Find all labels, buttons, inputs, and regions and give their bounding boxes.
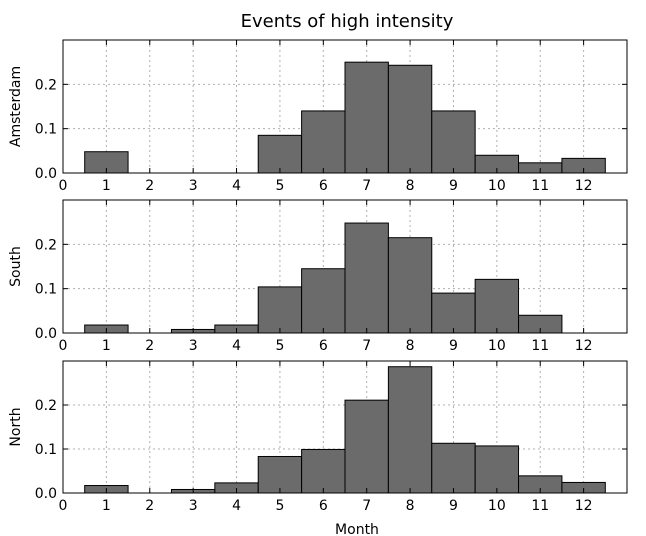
y-tick-label: 0.2 (35, 237, 57, 253)
bar-month-9 (431, 442, 476, 494)
bar-month-7 (344, 222, 389, 334)
bar-month-9 (431, 110, 476, 174)
x-tick-label: 2 (145, 178, 154, 194)
y-axis-label: North (8, 407, 24, 446)
x-tick-label: 9 (449, 498, 458, 514)
x-tick-label: 4 (232, 338, 241, 354)
plot-frame (62, 39, 628, 174)
x-tick-label: 2 (145, 338, 154, 354)
x-tick-label: 10 (488, 178, 506, 194)
x-axis-label: Month (335, 522, 379, 536)
bar-month-7 (344, 61, 389, 174)
x-tick-label: 12 (575, 338, 593, 354)
y-tick-label: 0.1 (35, 442, 57, 458)
x-tick-label: 3 (189, 498, 198, 514)
x-tick-label: 4 (232, 498, 241, 514)
x-tick-label: 1 (102, 338, 111, 354)
bar-month-9 (431, 292, 476, 334)
bar-month-6 (301, 110, 346, 174)
x-tick-label: 8 (406, 338, 415, 354)
x-tick-label: 11 (531, 498, 549, 514)
y-tick-label: 0.2 (35, 77, 57, 93)
x-tick-label: 7 (362, 178, 371, 194)
bar-month-5 (257, 134, 303, 174)
bar-month-10 (474, 278, 520, 334)
x-tick-label: 5 (275, 178, 284, 194)
y-tick-label: 0.2 (35, 398, 57, 414)
y-axis-label: Amsterdam (8, 66, 24, 147)
y-tick-label: 0.1 (35, 282, 57, 298)
plot-frame (62, 199, 628, 334)
y-tick-label: 0.0 (35, 486, 57, 502)
y-tick-label: 0.0 (35, 166, 57, 182)
bar-month-5 (257, 455, 303, 494)
x-tick-label: 3 (189, 178, 198, 194)
bar-month-5 (257, 286, 303, 334)
bar-month-10 (474, 445, 520, 494)
x-tick-label: 10 (488, 498, 506, 514)
x-tick-label: 3 (189, 338, 198, 354)
x-tick-label: 1 (102, 178, 111, 194)
x-tick-label: 8 (406, 178, 415, 194)
bar-month-8 (387, 237, 433, 334)
x-tick-label: 7 (362, 498, 371, 514)
bar-month-6 (301, 448, 346, 494)
x-tick-label: 0 (59, 338, 68, 354)
x-tick-label: 11 (531, 178, 549, 194)
x-tick-label: 12 (575, 498, 593, 514)
x-tick-label: 1 (102, 498, 111, 514)
x-tick-label: 6 (319, 178, 328, 194)
chart-title: Events of high intensity (241, 11, 454, 32)
x-tick-label: 9 (449, 338, 458, 354)
x-tick-label: 0 (59, 498, 68, 514)
bar-month-6 (301, 268, 346, 334)
x-tick-label: 5 (275, 338, 284, 354)
x-tick-label: 12 (575, 178, 593, 194)
x-tick-label: 9 (449, 178, 458, 194)
x-tick-label: 2 (145, 498, 154, 514)
x-tick-label: 0 (59, 178, 68, 194)
x-tick-label: 4 (232, 178, 241, 194)
bar-month-7 (344, 399, 389, 494)
bar-month-8 (387, 366, 433, 494)
y-axis-label: South (8, 246, 24, 287)
x-tick-label: 7 (362, 338, 371, 354)
x-tick-label: 8 (406, 498, 415, 514)
x-tick-label: 6 (319, 498, 328, 514)
x-tick-label: 6 (319, 338, 328, 354)
x-tick-label: 5 (275, 498, 284, 514)
y-tick-label: 0.0 (35, 326, 57, 342)
y-tick-label: 0.1 (35, 122, 57, 138)
x-tick-label: 11 (531, 338, 549, 354)
plot-frame (62, 360, 628, 494)
bar-month-8 (387, 64, 433, 174)
x-tick-label: 10 (488, 338, 506, 354)
